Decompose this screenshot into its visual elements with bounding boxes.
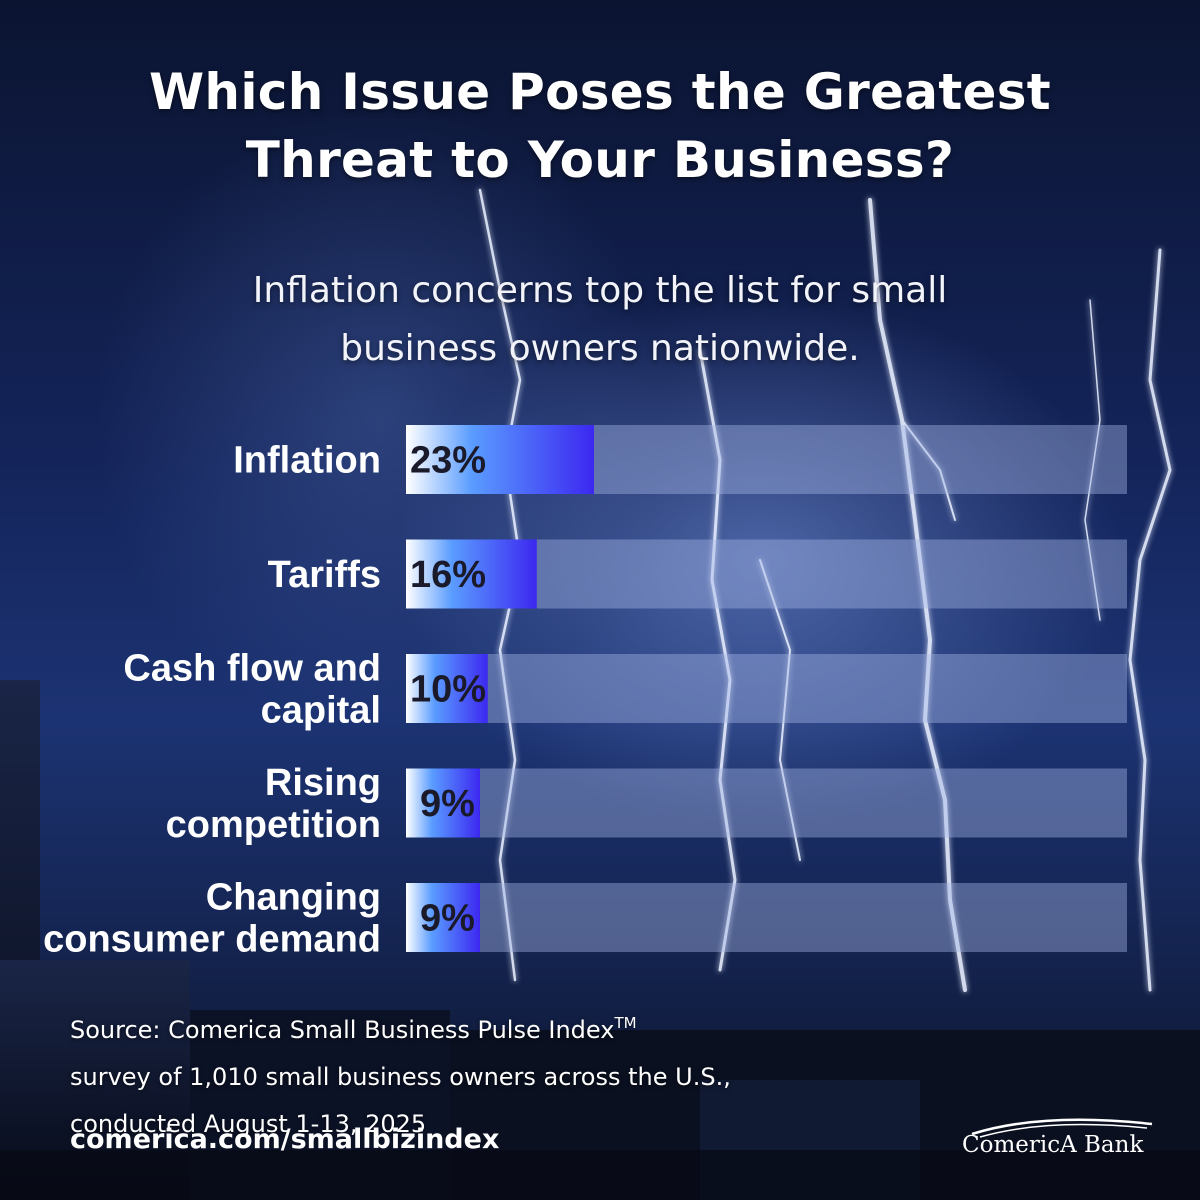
category-label: Cash flow and [123, 648, 381, 690]
value-label: 9% [420, 898, 475, 940]
value-label: 10% [410, 669, 486, 711]
bar-track [406, 883, 1127, 952]
value-label: 16% [410, 554, 486, 596]
category-label: Inflation [233, 440, 381, 482]
category-label: competition [166, 804, 381, 846]
bar [406, 539, 537, 609]
source-line-2: survey of 1,010 small business owners ac… [70, 1063, 731, 1091]
bar [406, 425, 594, 494]
lightning-bolts [478, 188, 1172, 992]
bar [406, 654, 488, 723]
category-label: Changing [206, 877, 381, 919]
category-label: consumer demand [43, 919, 381, 961]
chart-subtitle: Inflation concerns top the list for smal… [150, 262, 1050, 378]
logo-text: ComericA Bank [962, 1132, 1144, 1158]
bar [406, 883, 480, 952]
source-line-1: Source: Comerica Small Business Pulse In… [70, 1014, 637, 1044]
value-label: 9% [420, 783, 475, 825]
subtitle-line-1: Inflation concerns top the list for smal… [252, 270, 948, 311]
title-line-2: Threat to Your Business? [245, 131, 955, 189]
trademark-sup: TM [614, 1014, 637, 1032]
subtitle-line-2: business owners nationwide. [340, 328, 860, 369]
category-label: capital [261, 690, 381, 732]
source-line-3: conducted August 1-13, 2025 [70, 1110, 427, 1138]
category-label: Tariffs [268, 554, 381, 596]
chart-title: Which Issue Poses the Greatest Threat to… [60, 58, 1140, 194]
source-note: Source: Comerica Small Business Pulse In… [70, 1000, 850, 1148]
category-label: Rising [265, 762, 381, 804]
comerica-bank-logo: ComericA Bank [962, 1110, 1162, 1170]
source-url: comerica.com/smallbizindex [70, 1124, 500, 1155]
title-line-1: Which Issue Poses the Greatest [148, 63, 1052, 121]
bar-track [406, 654, 1127, 723]
bar-track [406, 768, 1127, 838]
bar [406, 768, 480, 838]
logo-swoosh-icon [971, 1118, 1153, 1138]
value-label: 23% [410, 440, 486, 482]
